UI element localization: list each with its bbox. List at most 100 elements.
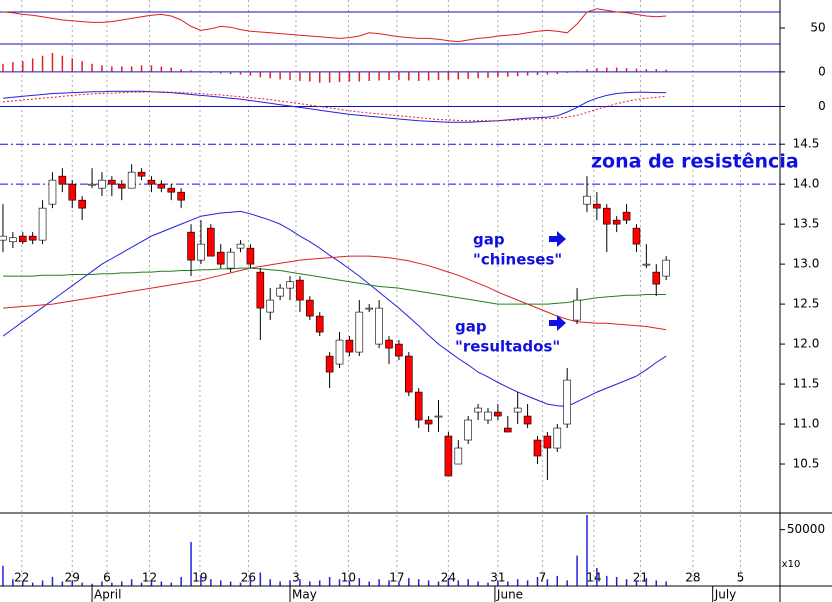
candle-body	[494, 411, 502, 417]
candle-body	[58, 175, 67, 185]
candle-body	[88, 183, 96, 186]
macd-line	[2, 90, 667, 123]
y-tick-label: 13.5	[793, 217, 820, 231]
x-tick-label: 12	[142, 571, 157, 585]
candle-body	[484, 411, 492, 421]
candle-body	[137, 171, 146, 177]
y-tick-label: 14.0	[793, 177, 820, 191]
candle-body	[38, 207, 47, 241]
candle-body	[474, 407, 482, 413]
candle-body	[98, 179, 106, 189]
candle-body	[454, 447, 463, 465]
y-tick-label: 0	[818, 99, 826, 113]
candle-body	[335, 339, 344, 365]
candle-body	[405, 355, 413, 393]
y-tick-label: 10.5	[793, 457, 820, 471]
x-tick-label: 10	[341, 571, 356, 585]
month-label: June	[496, 588, 523, 602]
candle-body	[276, 287, 284, 297]
candle-body	[593, 203, 601, 209]
candle-body	[434, 415, 443, 418]
candle-body	[177, 191, 185, 201]
month-label: July	[714, 588, 737, 602]
candle-body	[167, 187, 176, 193]
arrow	[549, 231, 566, 247]
candle-body	[563, 379, 571, 425]
x-tick-label: 31	[490, 571, 505, 585]
candle-body	[513, 407, 522, 413]
candle-body	[583, 195, 591, 205]
candle-body	[543, 435, 552, 449]
moving-average	[2, 255, 667, 331]
candle-body	[355, 311, 364, 353]
y-tick-label: 50000	[787, 522, 825, 536]
candle-body	[246, 247, 255, 265]
y-tick-label: 11.5	[793, 377, 820, 391]
candle-body	[187, 231, 195, 261]
candle-body	[503, 427, 512, 433]
rsi-line	[2, 8, 667, 43]
candle-body	[78, 199, 86, 209]
candle-body	[127, 171, 136, 189]
moving-average	[3, 267, 667, 305]
candle-body	[365, 307, 374, 310]
candle-body	[375, 307, 383, 345]
x-tick-label: 7	[539, 571, 547, 585]
annotation: "resultados"	[455, 338, 560, 356]
y-tick-label: 14.5	[793, 137, 820, 151]
candle-body	[266, 299, 275, 313]
candle-body	[523, 415, 532, 425]
candle-body	[216, 251, 225, 265]
candle-body	[207, 227, 215, 257]
candle-body	[553, 427, 562, 449]
x-tick-label: 5	[737, 571, 745, 585]
annotation: "chineses"	[473, 251, 562, 269]
x-tick-label: 24	[441, 571, 456, 585]
candle-body	[68, 183, 77, 201]
arrow	[549, 315, 566, 331]
candle-body	[414, 391, 423, 421]
candle-body	[286, 281, 294, 289]
y-tick-label: 11.0	[793, 417, 820, 431]
candle-body	[662, 259, 670, 277]
candle-body	[464, 419, 472, 441]
candle-body	[147, 179, 156, 185]
candle-body	[9, 237, 17, 243]
candle-body	[325, 355, 334, 373]
y-tick-label: 13.0	[793, 257, 820, 271]
macd-line	[2, 91, 667, 122]
candle-body	[632, 227, 641, 245]
x-tick-label: 28	[685, 571, 700, 585]
candle-body	[108, 179, 116, 185]
y-tick-label: 12.0	[793, 337, 820, 351]
x-tick-label: 19	[192, 571, 207, 585]
annotation: gap	[473, 231, 505, 249]
y-tick-label: 0	[818, 64, 826, 78]
unit-label: x10	[782, 559, 801, 570]
x-tick-label: 6	[103, 571, 111, 585]
candle-body	[652, 271, 661, 285]
y-tick-label: 50	[810, 21, 825, 35]
candle-body	[117, 183, 126, 189]
candle-body	[424, 419, 433, 425]
x-tick-label: 22	[14, 571, 29, 585]
candle-body	[306, 299, 314, 317]
candle-body	[296, 279, 304, 301]
candle-body	[622, 211, 631, 221]
candle-body	[612, 219, 621, 225]
candle-body	[533, 439, 542, 457]
x-tick-label: 3	[292, 571, 300, 585]
candle-body	[256, 271, 265, 309]
annotation: gap	[455, 318, 487, 336]
candle-body	[236, 243, 245, 249]
candle-body	[0, 235, 7, 241]
candle-body	[385, 339, 393, 349]
candle-body	[197, 243, 205, 261]
candle-body	[602, 207, 611, 225]
candle-body	[226, 251, 235, 269]
annotation: zona de resistência	[591, 151, 799, 173]
candle-body	[573, 299, 581, 321]
